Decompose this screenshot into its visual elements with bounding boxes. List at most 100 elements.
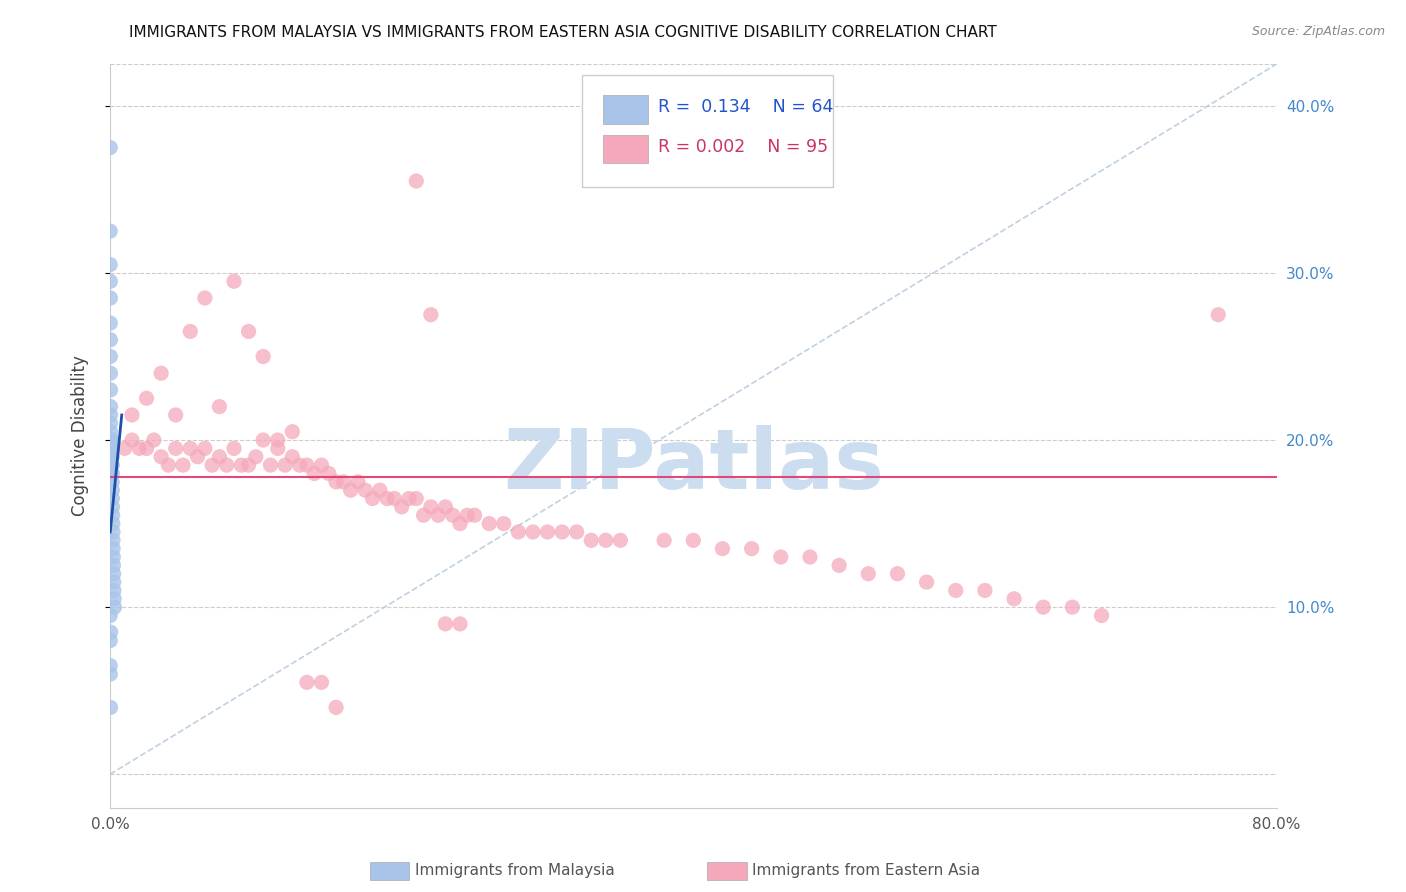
Text: Immigrants from Malaysia: Immigrants from Malaysia: [415, 863, 614, 878]
Point: [100, 450, 122, 464]
Point: [194, 442, 217, 456]
Point: [98, 258, 121, 272]
Point: [1206, 308, 1229, 322]
Point: [103, 583, 125, 598]
Point: [101, 458, 124, 472]
Point: [100, 458, 122, 472]
Point: [311, 675, 333, 690]
Point: [769, 549, 792, 564]
Point: [456, 508, 478, 523]
Point: [449, 516, 471, 531]
Point: [222, 274, 245, 288]
Point: [100, 442, 122, 456]
Point: [100, 450, 122, 464]
Point: [98, 667, 121, 681]
Point: [595, 533, 617, 548]
Point: [682, 533, 704, 548]
Point: [121, 433, 143, 447]
Text: Source: ZipAtlas.com: Source: ZipAtlas.com: [1251, 25, 1385, 38]
Point: [100, 467, 122, 481]
Point: [165, 442, 187, 456]
Point: [391, 500, 413, 514]
Point: [405, 174, 427, 188]
Point: [267, 442, 290, 456]
Point: [135, 391, 157, 405]
Point: [98, 224, 121, 238]
Point: [609, 533, 631, 548]
Point: [1090, 608, 1112, 623]
Text: ZIPatlas: ZIPatlas: [503, 425, 884, 506]
Point: [974, 583, 997, 598]
Point: [361, 491, 384, 506]
Point: [267, 433, 290, 447]
Point: [565, 524, 588, 539]
Point: [100, 408, 122, 422]
Point: [449, 616, 471, 631]
Point: [886, 566, 908, 581]
Point: [103, 566, 125, 581]
Point: [101, 491, 124, 506]
Point: [150, 450, 173, 464]
Point: [295, 675, 318, 690]
Point: [98, 350, 121, 364]
Text: IMMIGRANTS FROM MALAYSIA VS IMMIGRANTS FROM EASTERN ASIA COGNITIVE DISABILITY CO: IMMIGRANTS FROM MALAYSIA VS IMMIGRANTS F…: [128, 25, 997, 40]
Point: [551, 524, 574, 539]
Point: [100, 433, 122, 447]
Point: [101, 458, 124, 472]
Point: [318, 467, 340, 481]
Point: [339, 483, 361, 498]
Point: [522, 524, 544, 539]
Point: [858, 566, 880, 581]
Point: [325, 475, 347, 489]
Point: [194, 291, 217, 305]
Point: [103, 558, 125, 573]
Point: [238, 458, 260, 472]
Point: [101, 475, 124, 489]
Point: [245, 450, 267, 464]
Text: Immigrants from Eastern Asia: Immigrants from Eastern Asia: [752, 863, 980, 878]
Point: [945, 583, 967, 598]
Point: [100, 458, 122, 472]
Point: [98, 333, 121, 347]
Point: [741, 541, 763, 556]
Point: [98, 140, 121, 154]
Point: [222, 442, 245, 456]
Point: [419, 500, 441, 514]
Point: [121, 408, 143, 422]
FancyBboxPatch shape: [603, 135, 648, 163]
Point: [508, 524, 530, 539]
Point: [103, 575, 125, 590]
Point: [100, 442, 122, 456]
Point: [172, 458, 194, 472]
Point: [100, 433, 122, 447]
Point: [150, 366, 173, 380]
Point: [332, 475, 354, 489]
Point: [100, 450, 122, 464]
Point: [405, 491, 427, 506]
Point: [711, 541, 734, 556]
Point: [157, 458, 180, 472]
Point: [101, 508, 124, 523]
Point: [799, 549, 821, 564]
Text: R =  0.134    N = 64: R = 0.134 N = 64: [658, 98, 834, 116]
FancyBboxPatch shape: [582, 75, 834, 186]
Point: [103, 591, 125, 606]
Point: [398, 491, 420, 506]
Point: [274, 458, 297, 472]
Point: [100, 458, 122, 472]
Point: [98, 633, 121, 648]
Point: [103, 549, 125, 564]
Point: [100, 433, 122, 447]
Point: [288, 458, 311, 472]
Point: [100, 442, 122, 456]
Point: [142, 433, 165, 447]
Point: [100, 442, 122, 456]
Point: [208, 400, 231, 414]
Point: [101, 541, 124, 556]
Point: [201, 458, 224, 472]
Point: [536, 524, 558, 539]
Point: [238, 325, 260, 339]
Point: [1062, 600, 1084, 615]
Point: [325, 700, 347, 714]
Point: [101, 450, 124, 464]
